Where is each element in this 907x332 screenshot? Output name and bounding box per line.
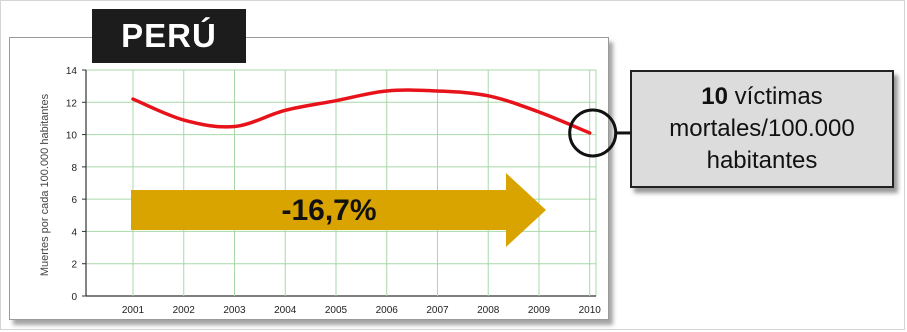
callout-line-3: habitantes — [706, 147, 818, 174]
y-tick-label: 0 — [71, 292, 77, 303]
x-tick-label: 2002 — [173, 305, 196, 316]
callout-number: 10 — [701, 83, 728, 110]
x-tick-label: 2004 — [274, 305, 297, 316]
x-tick-label: 2006 — [376, 305, 399, 316]
x-tick-label: 2010 — [579, 305, 602, 316]
x-tick-label: 2005 — [325, 305, 348, 316]
x-tick-label: 2007 — [426, 305, 449, 316]
y-tick-label: 4 — [71, 227, 77, 238]
callout-line-2: mortales/100.000 — [669, 115, 855, 142]
y-tick-label: 6 — [71, 195, 77, 206]
x-tick-label: 2003 — [223, 305, 246, 316]
country-title: PERÚ — [92, 9, 246, 63]
trend-arrow-label: -16,7% — [281, 194, 376, 227]
data-series-line — [131, 88, 592, 135]
y-tick-label: 2 — [71, 260, 77, 271]
callout-line-1-text: víctimas — [728, 83, 823, 110]
callout-line-1: 10 víctimas — [701, 81, 822, 113]
callout-box: 10 víctimas mortales/100.000 habitantes — [630, 70, 894, 188]
trend-arrow — [131, 173, 546, 247]
y-tick-label: 12 — [66, 98, 78, 109]
y-tick-label: 8 — [71, 163, 77, 174]
y-tick-label: 10 — [66, 131, 78, 142]
y-tick-label: 14 — [66, 66, 78, 77]
x-tick-label: 2009 — [528, 305, 551, 316]
x-tick-label: 2001 — [122, 305, 145, 316]
x-tick-label: 2008 — [477, 305, 500, 316]
